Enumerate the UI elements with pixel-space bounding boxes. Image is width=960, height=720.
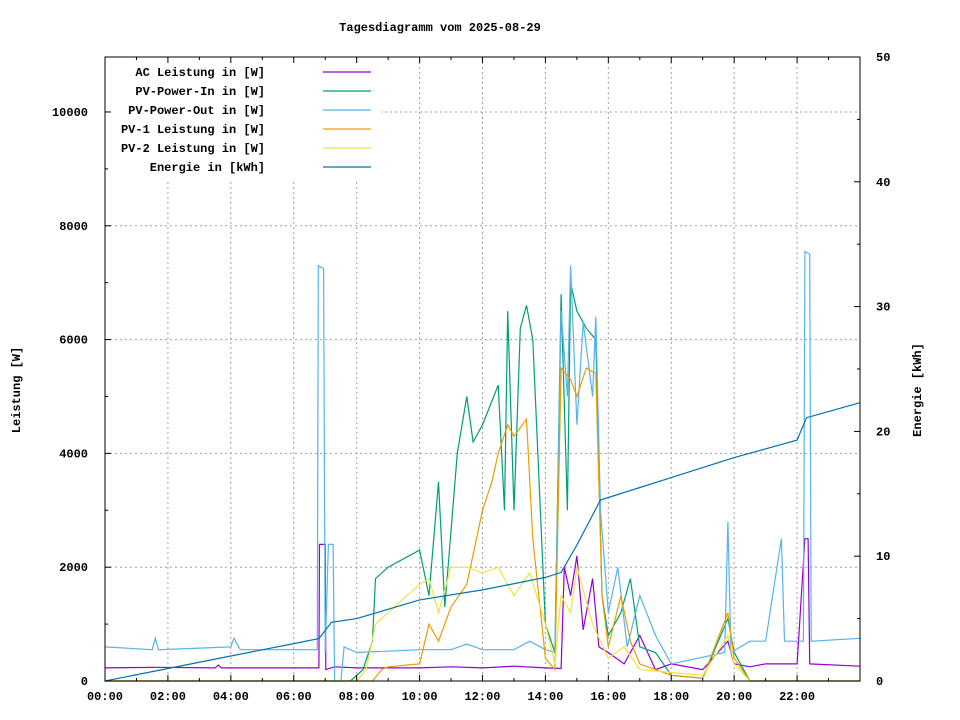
y-tick-label: 4000 bbox=[59, 447, 88, 461]
y2-tick-label: 50 bbox=[876, 51, 890, 65]
y2-tick-label: 30 bbox=[876, 301, 890, 315]
axes: 00:00 02:00 04:00 06:00 08:00 10:00 12:00 14:00… bbox=[52, 51, 890, 704]
x-tick-label: 22:00 bbox=[779, 690, 815, 704]
series-line-pv-power-out-in-w bbox=[104, 250, 861, 682]
series-line-ac-leistung-in-w bbox=[104, 538, 861, 671]
x-tick-label: 20:00 bbox=[716, 690, 752, 704]
y2-tick-label: 40 bbox=[876, 176, 890, 190]
series-line-pv-2-leistung-in-w bbox=[105, 566, 860, 682]
x-tick-label: 10:00 bbox=[402, 690, 438, 704]
legend-label: Energie in [kWh] bbox=[150, 161, 265, 175]
series-line-pv-1-leistung-in-w bbox=[105, 366, 860, 682]
legend-label: PV-Power-In in [W] bbox=[135, 85, 265, 99]
legend-label: PV-1 Leistung in [W] bbox=[121, 123, 265, 137]
legend-label: AC Leistung in [W] bbox=[135, 66, 265, 80]
x-tick-label: 02:00 bbox=[150, 690, 186, 704]
legend-background bbox=[106, 58, 381, 180]
legend-label: PV-Power-Out in [W] bbox=[128, 104, 265, 118]
y-tick-label: 10000 bbox=[52, 106, 88, 120]
y2-tick-label: 10 bbox=[876, 550, 890, 564]
y2-tick-label: 0 bbox=[876, 675, 883, 689]
y2-axis-label: Energie [kWh] bbox=[911, 343, 925, 437]
series-lines bbox=[104, 250, 861, 682]
x-tick-label: 14:00 bbox=[527, 690, 563, 704]
y2-tick-label: 20 bbox=[876, 425, 890, 439]
y-tick-label: 6000 bbox=[59, 334, 88, 348]
x-tick-label: 04:00 bbox=[213, 690, 249, 704]
series-line-energie-in-kwh bbox=[104, 402, 861, 682]
chart-title: Tagesdiagramm vom 2025-08-29 bbox=[339, 21, 541, 35]
y-tick-label: 2000 bbox=[59, 561, 88, 575]
legend: AC Leistung in [W] PV-Power-In in [W] PV-P… bbox=[106, 58, 381, 180]
y-tick-label: 8000 bbox=[59, 220, 88, 234]
x-tick-label: 12:00 bbox=[464, 690, 500, 704]
x-tick-label: 06:00 bbox=[276, 690, 312, 704]
x-tick-label: 00:00 bbox=[87, 690, 123, 704]
legend-label: PV-2 Leistung in [W] bbox=[121, 142, 265, 156]
y-tick-label: 0 bbox=[81, 675, 88, 689]
x-tick-label: 18:00 bbox=[653, 690, 689, 704]
x-tick-label: 16:00 bbox=[590, 690, 626, 704]
y-axis-label: Leistung [W] bbox=[10, 347, 24, 433]
x-tick-label: 08:00 bbox=[339, 690, 375, 704]
